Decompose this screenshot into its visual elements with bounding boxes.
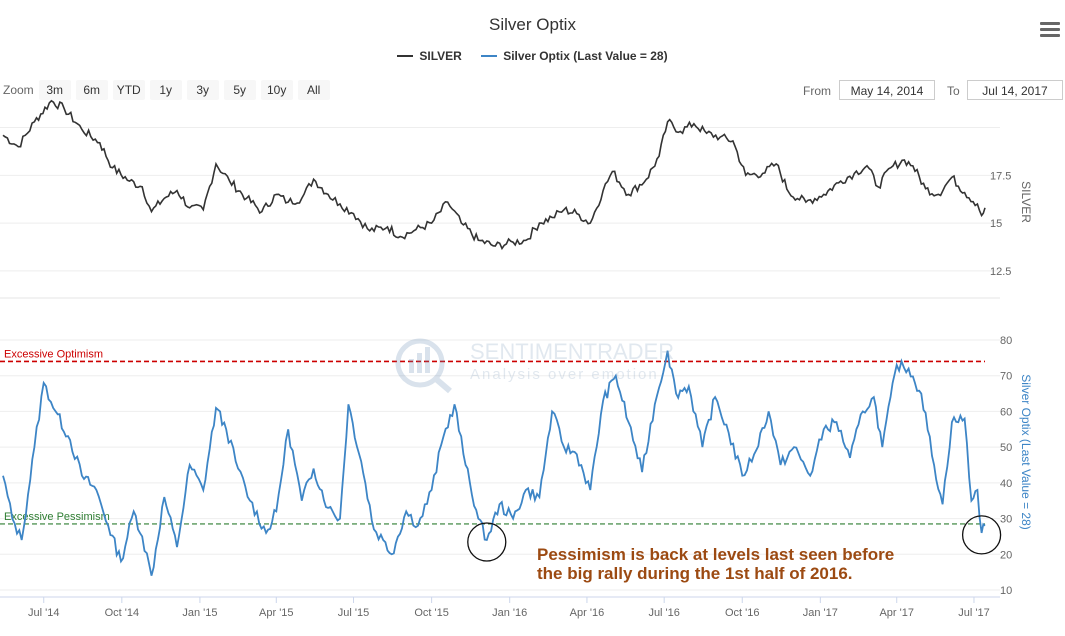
y-axis-ticks: 17.5 15 12.5 80 70 60 50 40 30 20 10 [990, 170, 1012, 597]
annotation-line-1: Pessimism is back at levels last seen be… [537, 545, 895, 564]
silver-y-tick-label: 15 [990, 218, 1002, 230]
watermark-brand: SENTIMENTRADER [470, 339, 674, 364]
legend-item-optix[interactable]: Silver Optix (Last Value = 28) [481, 49, 668, 63]
silver-axis-title: SILVER [1019, 181, 1033, 223]
x-tick-label: Oct '15 [414, 607, 449, 619]
annotation-line-2: the big rally during the 1st half of 201… [537, 564, 853, 583]
zoom-3m-button[interactable]: 3m [38, 80, 71, 100]
date-range: From May 14, 2014 To Jul 14, 2017 [803, 80, 1065, 102]
watermark-logo-icon: SENTIMENTRADER Analysis over emotion [395, 338, 674, 394]
x-tick-label: Jan '16 [492, 607, 527, 619]
watermark-tagline: Analysis over emotion [470, 366, 659, 383]
chart-title: Silver Optix [489, 15, 576, 34]
zoom-label: Zoom [3, 83, 34, 97]
x-tick-label: Jan '15 [182, 607, 217, 619]
optix-y-tick-label: 80 [1000, 335, 1012, 347]
optimism-threshold-label: Excessive Optimism [4, 348, 103, 360]
range-to-input[interactable]: Jul 14, 2017 [967, 80, 1063, 100]
zoom-6m-button[interactable]: 6m [75, 80, 108, 100]
legend-label-optix: Silver Optix (Last Value = 28) [503, 49, 668, 63]
range-to-label: To [947, 84, 960, 98]
legend-label-silver: SILVER [419, 49, 462, 63]
x-tick-label: Apr '15 [259, 607, 294, 619]
highlight-circle [961, 515, 1002, 555]
legend-line-optix [481, 55, 498, 57]
zoom-3y-button[interactable]: 3y [186, 80, 219, 100]
optix-series-line [2, 350, 986, 576]
optix-y-tick-label: 30 [1000, 514, 1012, 526]
x-tick-label: Apr '17 [879, 607, 914, 619]
zoom-ytd-button[interactable]: YTD [112, 80, 145, 100]
x-axis-ticks: Jul '14 Oct '14 Jan '15 Apr '15 Jul '15 Oct '… [0, 596, 1000, 619]
optix-y-tick-label: 40 [1000, 478, 1012, 490]
optix-y-tick-label: 50 [1000, 442, 1012, 454]
chart-menu-icon[interactable] [1040, 22, 1060, 40]
x-tick-label: Jul '16 [648, 607, 679, 619]
x-tick-label: Oct '14 [105, 607, 140, 619]
highlight-circles [467, 515, 1002, 562]
x-tick-label: Jul '14 [28, 607, 59, 619]
annotation: Pessimism is back at levels last seen be… [537, 545, 894, 583]
optix-axis-title: Silver Optix (Last Value = 28) [1019, 374, 1033, 530]
legend-line-silver [397, 55, 414, 57]
x-tick-label: Apr '16 [570, 607, 605, 619]
zoom-1y-button[interactable]: 1y [149, 80, 182, 100]
optix-y-tick-label: 60 [1000, 406, 1012, 418]
silver-y-tick-label: 17.5 [990, 170, 1011, 182]
x-tick-label: Jan '17 [803, 607, 838, 619]
legend: SILVER Silver Optix (Last Value = 28) [0, 46, 1065, 63]
highlight-circle [467, 522, 507, 562]
x-tick-label: Jul '15 [338, 607, 369, 619]
legend-item-silver[interactable]: SILVER [397, 49, 462, 63]
zoom-bar: Zoom 3m 6m YTD 1y 3y 5y 10y All [3, 80, 335, 100]
grid-lines [0, 127, 1000, 591]
zoom-5y-button[interactable]: 5y [223, 80, 256, 100]
optix-y-tick-label: 10 [1000, 585, 1012, 597]
optix-y-tick-label: 20 [1000, 549, 1012, 561]
zoom-all-button[interactable]: All [297, 80, 330, 100]
pessimism-threshold-label: Excessive Pessimism [4, 511, 110, 523]
x-tick-label: Jul '17 [958, 607, 989, 619]
silver-y-tick-label: 12.5 [990, 266, 1011, 278]
watermark: SENTIMENTRADER Analysis over emotion [392, 335, 692, 400]
zoom-10y-button[interactable]: 10y [260, 80, 293, 100]
x-tick-label: Oct '16 [725, 607, 760, 619]
range-from-label: From [803, 84, 831, 98]
range-from-input[interactable]: May 14, 2014 [839, 80, 935, 100]
optix-y-tick-label: 70 [1000, 371, 1012, 383]
silver-series-line [2, 99, 986, 251]
